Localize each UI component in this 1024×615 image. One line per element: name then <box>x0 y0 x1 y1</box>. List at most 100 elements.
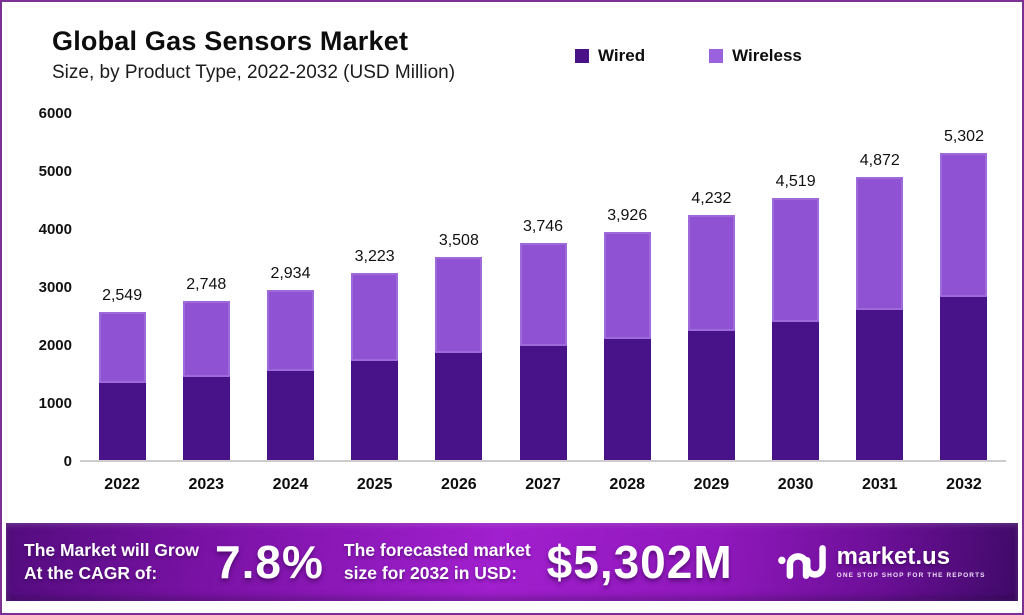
bar-segment-wireless-2027 <box>519 242 567 347</box>
x-tick-label-2022: 2022 <box>104 476 140 493</box>
chart-legend: Wired Wireless <box>575 46 802 66</box>
bar-group-2024: 2,934 <box>248 114 332 460</box>
page-title: Global Gas Sensors Market <box>52 26 409 56</box>
bar-segment-wired-2025 <box>351 361 399 460</box>
y-tick-label-0: 0 <box>63 453 72 470</box>
marketus-logo: market.us ONE STOP SHOP FOR THE REPORTS <box>777 542 986 582</box>
bar-total-label-2027: 3,746 <box>523 217 564 235</box>
bar-total-label-2026: 3,508 <box>438 231 479 249</box>
bar-total-label-2022: 2,549 <box>102 287 143 305</box>
x-tick-label-2027: 2027 <box>525 476 561 493</box>
x-tick-label-2031: 2031 <box>861 476 898 493</box>
bar-segment-wireless-2025 <box>351 273 399 362</box>
x-tick-label-2025: 2025 <box>356 476 393 493</box>
bar-segment-wired-2024 <box>266 370 314 460</box>
bar-group-2029: 4,232 <box>669 114 753 460</box>
bar-segment-wired-2022 <box>98 382 146 460</box>
x-axis: 2022 2023 2024 2025 2026 2027 2028 2029 2030 2031… <box>80 476 1006 494</box>
x-tick-label-2023: 2023 <box>188 476 225 493</box>
footer-banner: The Market will Grow At the CAGR of: 7.8… <box>6 523 1018 601</box>
marketus-logo-icon <box>777 545 826 579</box>
x-tick-label-2028: 2028 <box>609 476 646 493</box>
legend-label-wireless: Wireless <box>732 46 802 65</box>
plot: 2,549 2,748 2,934 3,223 3,508 3,746 3,926 4,232… <box>80 114 1006 462</box>
bar-group-2030: 4,519 <box>754 114 838 460</box>
cagr-label-line2: At the CAGR of: <box>24 563 158 583</box>
bar-stack-2023 <box>182 300 230 460</box>
bar-segment-wired-2028 <box>603 339 651 460</box>
legend-item-wired: Wired <box>575 46 645 66</box>
bar-group-2025: 3,223 <box>333 114 417 460</box>
y-tick-label-1000: 1000 <box>38 395 72 412</box>
forecast-value: $5,302M <box>546 536 733 588</box>
bar-segment-wired-2026 <box>435 353 483 460</box>
x-tick-label-2032: 2032 <box>946 476 982 493</box>
bar-segment-wired-2030 <box>772 321 820 460</box>
y-axis: 6000 5000 4000 3000 2000 1000 0 <box>2 105 72 470</box>
bar-segment-wired-2027 <box>519 346 567 460</box>
bar-segment-wired-2023 <box>182 377 230 460</box>
logo-name: market.us <box>836 543 951 570</box>
bar-segment-wireless-2030 <box>772 197 820 322</box>
bar-segment-wireless-2023 <box>182 300 230 378</box>
bar-total-label-2024: 2,934 <box>270 264 311 282</box>
page-subtitle: Size, by Product Type, 2022-2032 (USD Mi… <box>52 62 456 84</box>
bar-segment-wired-2032 <box>940 297 988 460</box>
wireless-swatch-icon <box>709 49 724 63</box>
bar-stack-2024 <box>266 289 314 460</box>
y-tick-label-4000: 4000 <box>38 221 72 238</box>
legend-label-wired: Wired <box>598 46 646 65</box>
x-tick-label-2026: 2026 <box>441 476 477 493</box>
bar-total-label-2031: 4,872 <box>859 152 900 170</box>
bar-segment-wireless-2032 <box>940 152 988 298</box>
y-tick-label-5000: 5000 <box>38 163 72 180</box>
bar-total-label-2025: 3,223 <box>354 248 395 266</box>
x-tick-label-2029: 2029 <box>693 476 730 493</box>
y-tick-label-6000: 6000 <box>38 105 72 122</box>
bar-stack-2028 <box>603 232 651 460</box>
bar-segment-wireless-2031 <box>856 177 904 311</box>
bar-segment-wired-2029 <box>687 330 735 460</box>
bar-group-2022: 2,549 <box>80 114 164 460</box>
bar-segment-wireless-2022 <box>98 312 146 383</box>
bar-total-label-2029: 4,232 <box>691 189 732 207</box>
bar-stack-2029 <box>687 214 735 460</box>
x-tick-label-2030: 2030 <box>777 476 814 493</box>
forecast-label-line2: size for 2032 in USD: <box>343 563 518 583</box>
cagr-value: 7.8% <box>215 536 324 588</box>
bar-stack-2025 <box>351 273 399 460</box>
bar-stack-2030 <box>772 197 820 460</box>
bar-stack-2026 <box>435 256 483 460</box>
bar-stack-2022 <box>98 312 146 460</box>
bar-group-2023: 2,748 <box>164 114 248 460</box>
x-tick-label-2024: 2024 <box>272 476 309 493</box>
bar-total-label-2032: 5,302 <box>943 127 984 145</box>
bar-segment-wireless-2029 <box>687 214 735 331</box>
bar-segment-wireless-2026 <box>435 256 483 353</box>
bar-total-label-2030: 4,519 <box>775 172 816 190</box>
cagr-label-line1: The Market will Grow <box>24 540 200 561</box>
logo-text-block: market.us ONE STOP SHOP FOR THE REPORTS <box>836 543 986 580</box>
wired-swatch-icon <box>575 49 589 63</box>
bar-stack-2027 <box>519 242 567 460</box>
bar-group-2026: 3,508 <box>417 114 501 460</box>
y-tick-label-2000: 2000 <box>38 337 72 354</box>
bar-total-label-2028: 3,926 <box>607 207 648 225</box>
logo-tagline: ONE STOP SHOP FOR THE REPORTS <box>836 572 986 579</box>
bar-segment-wired-2031 <box>856 310 904 460</box>
bar-group-2028: 3,926 <box>585 114 669 460</box>
cagr-label: The Market will Grow At the CAGR of: <box>24 539 199 585</box>
bar-total-label-2023: 2,748 <box>186 275 227 293</box>
chart-header: Global Gas Sensors Market Size, by Produ… <box>52 26 455 84</box>
bar-segment-wireless-2024 <box>266 289 314 371</box>
forecast-label: The forecasted market size for 2032 in U… <box>344 539 531 585</box>
bar-group-2027: 3,746 <box>501 114 585 460</box>
forecast-label-line1: The forecasted market <box>343 540 531 561</box>
bar-stack-2031 <box>856 177 904 460</box>
legend-item-wireless: Wireless <box>709 46 802 66</box>
bar-group-2032: 5,302 <box>922 114 1006 460</box>
bar-stack-2032 <box>940 152 988 460</box>
bar-segment-wireless-2028 <box>603 232 651 340</box>
bar-group-2031: 4,872 <box>838 114 922 460</box>
